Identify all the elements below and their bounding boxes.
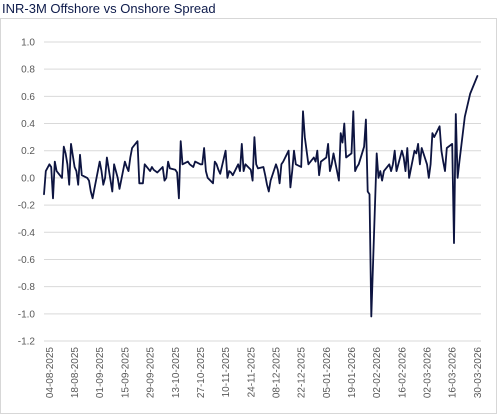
y-tick-label: 0.8: [21, 65, 35, 76]
y-tick-label: -0.4: [18, 228, 36, 239]
y-tick-label: 0.0: [21, 173, 35, 184]
y-axis: 1.0 0.8 0.6 0.4 0.2 0.0 -0.2 -0.4 -0.6 -0.8 -1.0 -1…: [18, 38, 36, 348]
y-tick-label: 1.0: [21, 38, 35, 49]
x-tick-label: 19-01-2026: [347, 347, 358, 399]
x-tick-label: 24-11-2025: [246, 347, 257, 398]
y-tick-label: -0.2: [18, 201, 36, 212]
chart-area: [0, 18, 497, 414]
gridlines: [44, 41, 481, 342]
x-tick-label: 02-02-2026: [372, 347, 383, 399]
y-tick-label: -1.0: [18, 309, 36, 320]
y-tick-label: 0.4: [21, 119, 35, 130]
x-tick-label: 29-09-2025: [146, 347, 157, 399]
x-tick-label: 10-11-2025: [221, 347, 232, 398]
x-tick-label: 16-03-2026: [448, 347, 459, 399]
x-tick-label: 05-01-2026: [322, 347, 333, 399]
series-line: [43, 75, 479, 318]
x-tick-label: 13-10-2025: [171, 347, 182, 399]
y-tick-label: -1.2: [18, 337, 36, 348]
x-axis: 04-08-2025 18-08-2025 01-09-2025 15-09-2025…: [45, 347, 484, 399]
x-tick-label: 02-03-2026: [423, 347, 434, 399]
y-tick-label: 0.6: [21, 92, 35, 103]
series-layer: [43, 75, 479, 318]
x-tick-label: 16-02-2026: [397, 347, 408, 399]
x-tick-label: 04-08-2025: [45, 347, 56, 399]
x-tick-label: 15-09-2025: [120, 347, 131, 399]
x-tick-label: 22-12-2025: [297, 347, 308, 399]
x-tick-label: 01-09-2025: [95, 347, 106, 399]
x-tick-label: 18-08-2025: [70, 347, 81, 399]
x-tick-label: 08-12-2025: [271, 347, 282, 399]
y-tick-label: 0.2: [21, 146, 35, 157]
y-tick-label: -0.6: [18, 255, 36, 266]
x-tick-label: 30-03-2026: [473, 347, 484, 399]
y-tick-label: -0.8: [18, 282, 36, 293]
x-tick-label: 27-10-2025: [196, 347, 207, 399]
chart-title: INR-3M Offshore vs Onshore Spread: [2, 1, 216, 16]
